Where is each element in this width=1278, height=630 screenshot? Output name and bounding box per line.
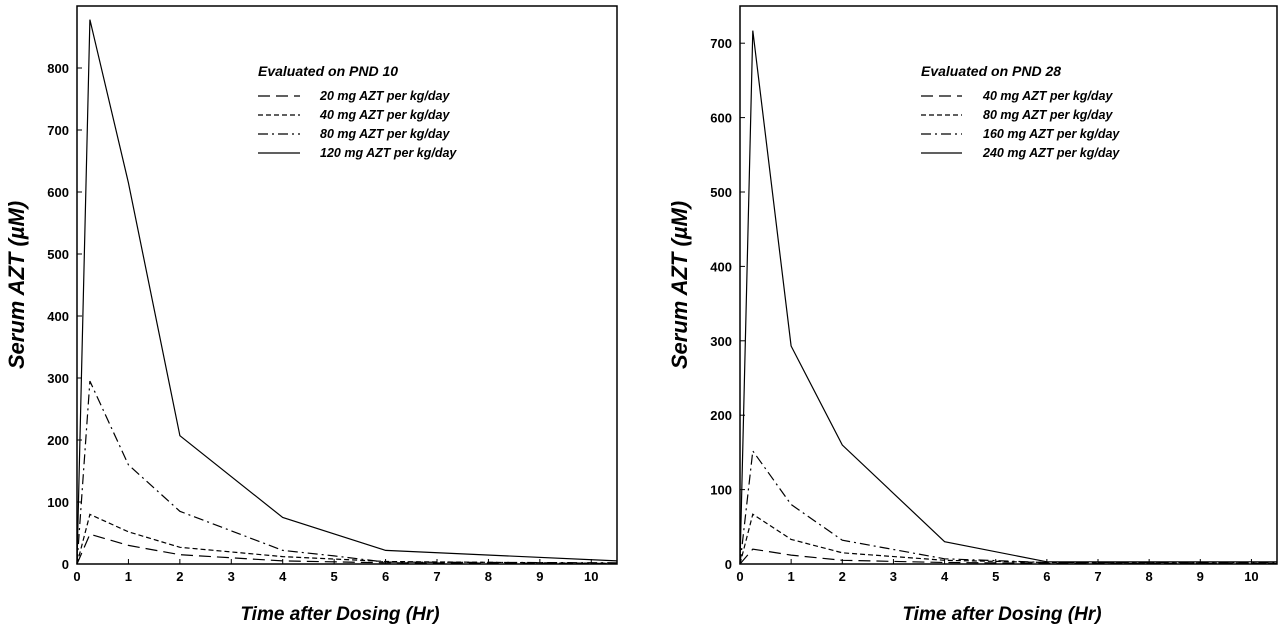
x-tick-label: 7 xyxy=(1094,569,1101,584)
y-tick-label: 300 xyxy=(710,334,732,349)
y-axis-title: Serum AZT (µM) xyxy=(4,201,29,369)
x-tick-label: 6 xyxy=(382,569,389,584)
series-line-4 xyxy=(76,19,618,565)
x-tick-label: 0 xyxy=(73,569,80,584)
series-lines xyxy=(739,30,1278,565)
y-tick-label: 600 xyxy=(47,185,69,200)
y-tick-label: 500 xyxy=(710,185,732,200)
x-tick-label: 9 xyxy=(536,569,543,584)
y-tick-label: 600 xyxy=(710,111,732,126)
y-tick-label: 400 xyxy=(47,309,69,324)
x-tick-label: 6 xyxy=(1043,569,1050,584)
x-tick-label: 5 xyxy=(992,569,999,584)
plot-frame xyxy=(76,5,618,565)
series-line-4 xyxy=(739,30,1277,565)
x-tick-label: 3 xyxy=(228,569,235,584)
x-tick-label: 5 xyxy=(331,569,338,584)
x-tick-label: 9 xyxy=(1197,569,1204,584)
legend: Evaluated on PND 10 20 mg AZT per kg/day… xyxy=(258,63,457,160)
legend-label: 80 mg AZT per kg/day xyxy=(983,108,1113,122)
legend-label: 240 mg AZT per kg/day xyxy=(982,146,1120,160)
y-tick-label: 0 xyxy=(62,557,69,572)
series-line-3 xyxy=(739,449,1277,565)
series-line-1 xyxy=(739,548,1277,565)
series-line-1 xyxy=(76,533,618,565)
y-tick-label: 100 xyxy=(710,483,732,498)
legend-label: 80 mg AZT per kg/day xyxy=(320,127,450,141)
legend-label: 20 mg AZT per kg/day xyxy=(319,89,450,103)
x-tick-label: 1 xyxy=(125,569,132,584)
series-line-2 xyxy=(76,513,618,565)
x-tick-label: 8 xyxy=(485,569,492,584)
plot-frame xyxy=(739,5,1278,565)
x-tick-label: 8 xyxy=(1146,569,1153,584)
y-tick-label: 300 xyxy=(47,371,69,386)
chart-title: Evaluated on PND 28 xyxy=(921,63,1061,79)
series-line-2 xyxy=(739,513,1278,565)
x-tick-label: 2 xyxy=(176,569,183,584)
legend-label: 160 mg AZT per kg/day xyxy=(983,127,1120,141)
x-tick-label: 0 xyxy=(736,569,743,584)
legend: Evaluated on PND 28 40 mg AZT per kg/day… xyxy=(921,63,1120,160)
y-tick-label: 700 xyxy=(47,123,69,138)
y-tick-label: 400 xyxy=(710,259,732,274)
chart-title: Evaluated on PND 10 xyxy=(258,63,398,79)
legend-label: 40 mg AZT per kg/day xyxy=(982,89,1113,103)
legend-label: 120 mg AZT per kg/day xyxy=(320,146,457,160)
x-tick-label: 10 xyxy=(584,569,598,584)
legend-label: 40 mg AZT per kg/day xyxy=(319,108,450,122)
x-tick-label: 2 xyxy=(839,569,846,584)
y-tick-label: 800 xyxy=(47,61,69,76)
x-tick-label: 4 xyxy=(941,569,949,584)
x-tick-label: 10 xyxy=(1244,569,1258,584)
x-tick-label: 4 xyxy=(279,569,287,584)
y-tick-label: 200 xyxy=(47,433,69,448)
y-tick-label: 500 xyxy=(47,247,69,262)
series-lines xyxy=(76,19,618,565)
y-tick-label: 200 xyxy=(710,408,732,423)
x-axis-title: Time after Dosing (Hr) xyxy=(240,604,439,625)
x-tick-label: 3 xyxy=(890,569,897,584)
y-axis-title: Serum AZT (µM) xyxy=(667,201,692,369)
x-tick-label: 1 xyxy=(788,569,795,584)
y-tick-label: 700 xyxy=(710,36,732,51)
x-tick-label: 7 xyxy=(433,569,440,584)
x-axis-title: Time after Dosing (Hr) xyxy=(902,604,1101,625)
y-tick-label: 100 xyxy=(47,495,69,510)
series-line-3 xyxy=(76,380,618,565)
y-tick-label: 0 xyxy=(725,557,732,572)
